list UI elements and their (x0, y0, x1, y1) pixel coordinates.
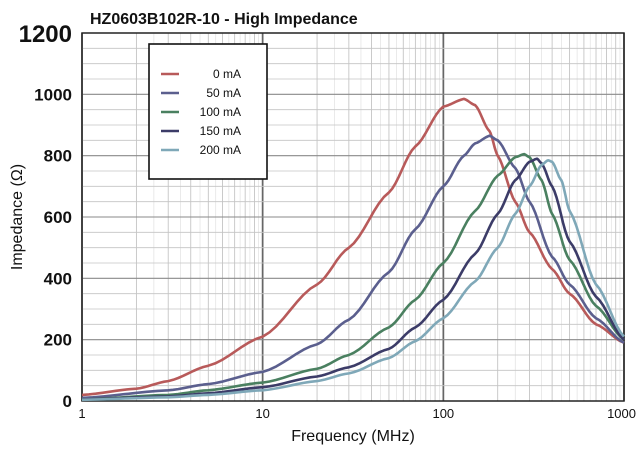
legend-label: 150 mA (200, 124, 241, 138)
x-tick-label: 100 (432, 406, 454, 421)
x-tick-label: 1 (78, 406, 85, 421)
legend-label: 50 mA (206, 86, 241, 100)
series-line-2 (81, 152, 625, 401)
series-line-0 (81, 97, 625, 397)
series-line-4 (81, 159, 626, 402)
y-tick-label: 1000 (34, 85, 72, 104)
series-line-3 (81, 157, 625, 401)
y-tick-label: 200 (44, 331, 72, 350)
chart-title: HZ0603B102R-10 - High Impedance (90, 11, 358, 28)
y-axis-label: Impedance (Ω) (9, 164, 26, 270)
y-tick-label: 400 (44, 269, 72, 288)
x-axis-label: Frequency (MHz) (291, 428, 415, 445)
x-tick-label: 1000 (607, 406, 636, 421)
x-tick-labels: 1 10 100 1000 (78, 406, 636, 421)
y-tick-labels: 0 200 400 600 800 1000 1200 (19, 21, 72, 411)
plot-frame (81, 32, 625, 402)
legend-label: 200 mA (200, 143, 241, 157)
x-tick-label: 10 (255, 406, 269, 421)
legend: 0 mA 50 mA 100 mA 150 mA 200 mA (148, 43, 268, 180)
series-line-1 (81, 134, 625, 400)
y-tick-label: 1200 (19, 21, 72, 48)
legend-label: 100 mA (200, 105, 241, 119)
legend-label: 0 mA (213, 67, 241, 81)
y-tick-label: 600 (44, 208, 72, 227)
y-tick-label: 0 (63, 392, 72, 411)
series-layer (81, 97, 626, 402)
y-tick-label: 800 (44, 147, 72, 166)
